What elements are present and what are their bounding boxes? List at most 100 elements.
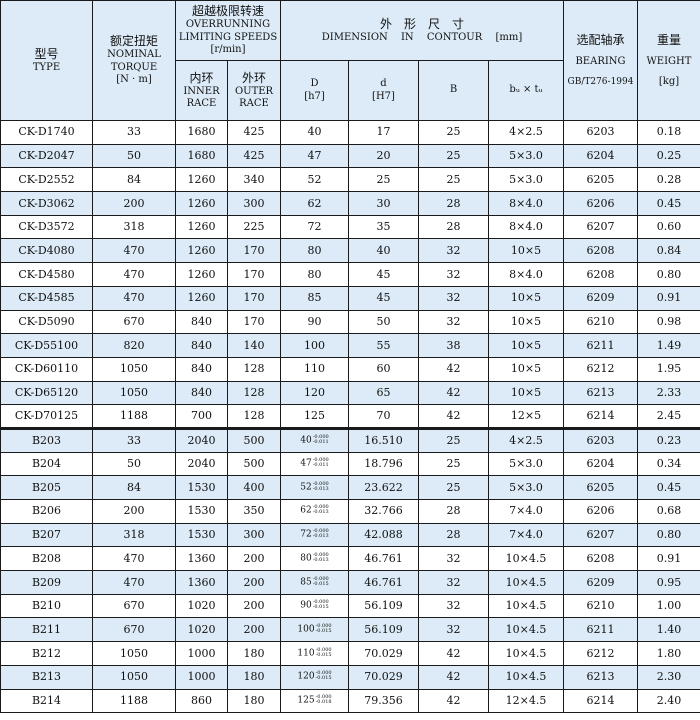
type-cell: CK-D2047 — [0, 143, 93, 169]
bearing-cell: 6205 — [563, 475, 638, 500]
D-value: 80 — [300, 553, 312, 564]
B-cell: 32 — [418, 546, 489, 572]
bearing-cell: 6203 — [563, 426, 638, 453]
keyway-cell: 10×4.5 — [488, 641, 564, 666]
inner-speed-cell: 700 — [175, 404, 228, 429]
inner-speed-cell: 840 — [175, 356, 228, 382]
outer-speed-cell: 500 — [227, 426, 281, 453]
keyway-cell: 10×5 — [488, 309, 564, 335]
d-cell: 70 — [348, 404, 419, 429]
bearing-cell: 6208 — [563, 238, 638, 264]
bearing-cell: 6211 — [563, 333, 638, 358]
outer-speed-cell: 200 — [227, 546, 281, 572]
D-value: 40 — [300, 435, 312, 446]
D-cell: 80-0.000 -0.013 — [280, 546, 349, 572]
d-cell: 55 — [348, 333, 419, 358]
D-tolerance: -0.000 -0.018 — [315, 693, 332, 705]
d-cell: 35 — [348, 214, 419, 240]
D-value: 52 — [300, 482, 312, 493]
B-cell: 32 — [418, 593, 489, 619]
torque-cell: 670 — [92, 593, 176, 619]
type-cell: CK-D4080 — [0, 238, 93, 264]
table-row: CK-D2047 50 1680 425 47 20 25 5×3.0 6204 0.25 — [0, 143, 700, 169]
inner-speed-cell: 1260 — [175, 262, 228, 287]
d-cell: 46.761 — [348, 570, 419, 595]
outer-speed-cell: 128 — [227, 380, 281, 406]
B-cell: 28 — [418, 191, 489, 216]
outer-speed-cell: 128 — [227, 356, 281, 382]
weight-cell: 0.34 — [637, 451, 700, 477]
B-cell: 42 — [418, 664, 489, 690]
weight-cell: 2.33 — [637, 380, 700, 406]
weight-cell: 0.28 — [637, 167, 700, 193]
B-cell: 25 — [418, 475, 489, 500]
d-header: d [H7] — [348, 60, 419, 121]
inner-speed-cell: 2040 — [175, 451, 228, 477]
outer-speed-cell: 350 — [227, 499, 281, 524]
table-row: B205 84 1530 400 52-0.000 -0.013 23.622 25 5×3.0… — [0, 475, 700, 500]
B-cell: 32 — [418, 262, 489, 287]
type-cell: B210 — [0, 593, 93, 619]
weight-cell: 0.91 — [637, 285, 700, 311]
bearing-cell: 6204 — [563, 143, 638, 169]
bearing-cell: 6203 — [563, 120, 638, 145]
torque-cell: 1188 — [92, 404, 176, 429]
table-row: B203 33 2040 500 40-0.000 -0.011 16.510 25 4×2.5… — [0, 426, 700, 453]
D-cell: 47-0.000 -0.011 — [280, 451, 349, 477]
d-cell: 79.356 — [348, 688, 419, 714]
d-cell: 30 — [348, 191, 419, 216]
D-value: 100 — [297, 624, 315, 635]
type-cell: B208 — [0, 546, 93, 572]
inner-speed-cell: 1680 — [175, 120, 228, 145]
outer-speed-cell: 128 — [227, 404, 281, 429]
torque-cell: 1188 — [92, 688, 176, 714]
outer-speed-cell: 170 — [227, 309, 281, 335]
D-tolerance: -0.000 -0.011 — [312, 457, 329, 469]
outer-speed-cell: 140 — [227, 333, 281, 358]
bearing-cell: 6205 — [563, 167, 638, 193]
outer-speed-cell: 180 — [227, 688, 281, 714]
outer-speed-cell: 180 — [227, 641, 281, 666]
keyway-cell: 10×5 — [488, 333, 564, 358]
d-cell: 56.109 — [348, 617, 419, 643]
keyway-cell: 10×4.5 — [488, 546, 564, 572]
table-row: CK-D70125 1188 700 128 125 70 42 12×5 6214 2.45 — [0, 404, 700, 429]
table-row: CK-D4580 470 1260 170 80 45 32 8×4.0 6208 0.80 — [0, 262, 700, 287]
bearing-cell: 6212 — [563, 356, 638, 382]
D-cell: 72 — [280, 214, 349, 240]
type-cell: B206 — [0, 499, 93, 524]
d-cell: 45 — [348, 285, 419, 311]
inner-speed-cell: 1260 — [175, 238, 228, 264]
d-cell: 70.029 — [348, 641, 419, 666]
table-row: B207 318 1530 300 72-0.000 -0.013 42.088 28 7×4.… — [0, 522, 700, 548]
D-value: 72 — [300, 529, 312, 540]
B-cell: 25 — [418, 143, 489, 169]
D-cell: 62-0.000 -0.013 — [280, 499, 349, 524]
torque-cell: 50 — [92, 451, 176, 477]
weight-cell: 0.23 — [637, 426, 700, 453]
keyway-cell: 8×4.0 — [488, 214, 564, 240]
bearing-cell: 6207 — [563, 522, 638, 548]
outer-speed-cell: 225 — [227, 214, 281, 240]
keyway-cell: 5×3.0 — [488, 475, 564, 500]
outer-speed-cell: 500 — [227, 451, 281, 477]
bearing-cell: 6212 — [563, 641, 638, 666]
D-tolerance: -0.000 -0.013 — [312, 504, 329, 516]
torque-cell: 670 — [92, 617, 176, 643]
D-cell: 90-0.000 -0.015 — [280, 593, 349, 619]
weight-cell: 1.00 — [637, 593, 700, 619]
torque-cell: 1050 — [92, 664, 176, 690]
inner-speed-cell: 1260 — [175, 191, 228, 216]
keyway-cell: 10×5 — [488, 238, 564, 264]
inner-speed-cell: 1360 — [175, 570, 228, 595]
D-tolerance: -0.000 -0.013 — [312, 528, 329, 540]
type-cell: CK-D1740 — [0, 120, 93, 145]
type-cell: B205 — [0, 475, 93, 500]
type-cell: CK-D3062 — [0, 191, 93, 216]
d-cell: 17 — [348, 120, 419, 145]
B-cell: 42 — [418, 688, 489, 714]
torque-cell: 318 — [92, 522, 176, 548]
weight-cell: 0.91 — [637, 546, 700, 572]
B-cell: 28 — [418, 522, 489, 548]
torque-cell: 318 — [92, 214, 176, 240]
